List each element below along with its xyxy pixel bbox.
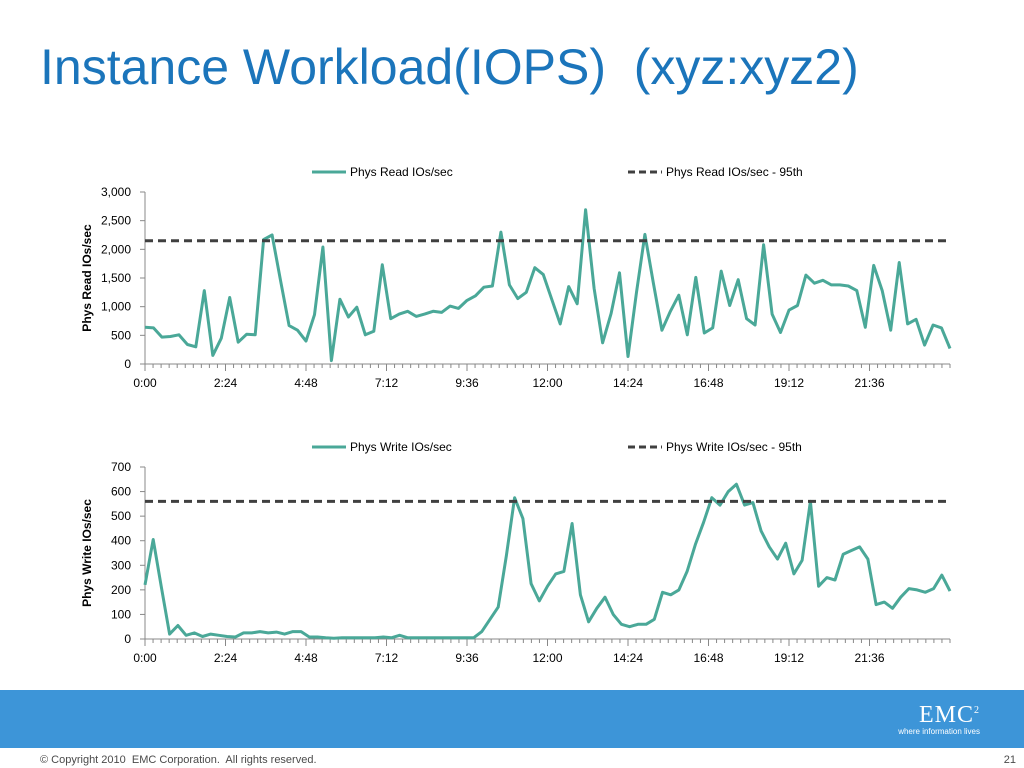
legend-label: Phys Write IOs/sec <box>350 440 452 454</box>
legend-label: Phys Read IOs/sec <box>350 165 453 179</box>
x-tick-label: 0:00 <box>133 651 157 665</box>
x-tick-label: 4:48 <box>294 376 318 390</box>
y-tick-label: 2,000 <box>101 242 131 256</box>
series-line <box>144 208 952 363</box>
y-tick-label: 200 <box>111 583 131 597</box>
logo-tagline: where information lives <box>898 727 980 736</box>
x-tick-label: 21:36 <box>854 376 884 390</box>
page-number: 21 <box>1003 754 1016 766</box>
x-tick-label: 12:00 <box>532 376 562 390</box>
x-tick-label: 2:24 <box>214 651 238 665</box>
logo-text: EMC <box>918 702 974 728</box>
x-tick-label: 9:36 <box>455 376 479 390</box>
x-tick-label: 2:24 <box>214 376 238 390</box>
x-tick-label: 14:24 <box>613 376 643 390</box>
y-tick-label: 3,000 <box>101 185 131 199</box>
x-tick-label: 16:48 <box>693 376 723 390</box>
y-tick-label: 2,500 <box>101 214 131 228</box>
x-tick-label: 7:12 <box>375 376 399 390</box>
series-line <box>143 482 952 640</box>
footer-band: EMC2 where information lives <box>0 690 1024 748</box>
x-tick-label: 9:36 <box>455 651 479 665</box>
legend-label: Phys Read IOs/sec - 95th <box>666 165 803 179</box>
x-tick-label: 19:12 <box>774 376 804 390</box>
y-axis-label: Phys Read IOs/sec <box>80 224 94 332</box>
copyright-text: © Copyright 2010 EMC Corporation. All ri… <box>40 754 317 766</box>
y-tick-label: 700 <box>111 460 131 474</box>
x-tick-label: 4:48 <box>294 651 318 665</box>
y-tick-label: 0 <box>124 357 131 371</box>
y-tick-label: 400 <box>111 534 131 548</box>
y-tick-label: 500 <box>111 509 131 523</box>
x-tick-label: 12:00 <box>532 651 562 665</box>
y-tick-label: 300 <box>111 558 131 572</box>
x-tick-label: 0:00 <box>133 376 157 390</box>
logo-superscript: 2 <box>974 705 980 716</box>
emc-logo: EMC2 where information lives <box>898 702 980 736</box>
legend-label: Phys Write IOs/sec - 95th <box>666 440 802 454</box>
y-tick-label: 0 <box>124 632 131 646</box>
y-tick-label: 600 <box>111 485 131 499</box>
y-tick-label: 100 <box>111 607 131 621</box>
x-tick-label: 21:36 <box>854 651 884 665</box>
write-iops-chart: Phys Write IOs/sec Phys Write IOs/sec - 9… <box>80 440 952 665</box>
x-tick-label: 16:48 <box>693 651 723 665</box>
x-tick-label: 14:24 <box>613 651 643 665</box>
x-tick-label: 19:12 <box>774 651 804 665</box>
y-tick-label: 1,500 <box>101 271 131 285</box>
slide-title: Instance Workload(IOPS) (xyz:xyz2) <box>40 39 859 95</box>
y-tick-label: 500 <box>111 328 131 342</box>
x-tick-label: 7:12 <box>375 651 399 665</box>
y-axis-label: Phys Write IOs/sec <box>80 499 94 607</box>
y-tick-label: 1,000 <box>101 300 131 314</box>
read-iops-chart: Phys Read IOs/sec Phys Read IOs/sec - 95t… <box>80 165 952 390</box>
